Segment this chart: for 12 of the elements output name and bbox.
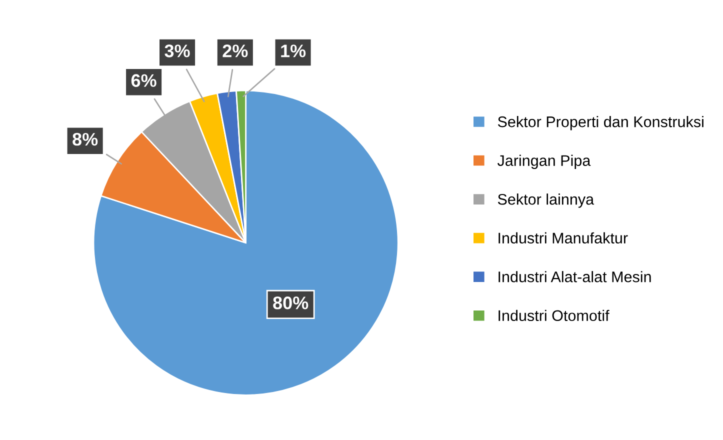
data-label: 6% bbox=[131, 74, 156, 87]
data-label: 2% bbox=[222, 44, 248, 58]
data-label: 80% bbox=[273, 296, 308, 310]
data-label: 8% bbox=[72, 132, 98, 146]
legend-label: Industri Otomotif bbox=[498, 310, 610, 322]
legend-label: Jaringan Pipa bbox=[497, 154, 591, 170]
legend-label: Industri Alat-alat Mesin bbox=[498, 271, 651, 282]
data-label: 1% bbox=[281, 44, 306, 58]
legend-label: Sektor lainnya bbox=[498, 194, 594, 208]
legend-label: Industri Manufaktur bbox=[498, 232, 628, 244]
data-label: 3% bbox=[164, 44, 190, 58]
legend-label: Sektor Properti dan Konstruksi bbox=[498, 116, 704, 130]
